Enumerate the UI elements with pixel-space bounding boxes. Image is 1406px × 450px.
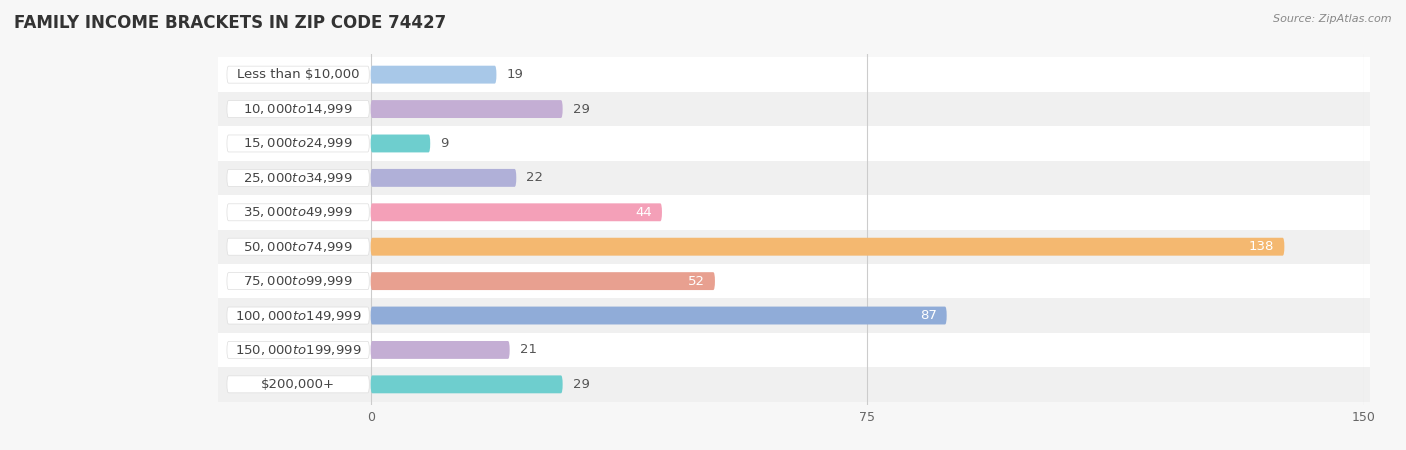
FancyBboxPatch shape — [371, 100, 562, 118]
FancyBboxPatch shape — [226, 238, 370, 255]
FancyBboxPatch shape — [218, 298, 1371, 333]
Text: 22: 22 — [526, 171, 543, 184]
FancyBboxPatch shape — [371, 341, 510, 359]
FancyBboxPatch shape — [218, 230, 1371, 264]
Text: $75,000 to $99,999: $75,000 to $99,999 — [243, 274, 353, 288]
Text: FAMILY INCOME BRACKETS IN ZIP CODE 74427: FAMILY INCOME BRACKETS IN ZIP CODE 74427 — [14, 14, 446, 32]
FancyBboxPatch shape — [226, 273, 370, 290]
FancyBboxPatch shape — [218, 195, 1371, 230]
Text: 29: 29 — [572, 378, 589, 391]
Text: 21: 21 — [520, 343, 537, 356]
FancyBboxPatch shape — [226, 66, 370, 83]
FancyBboxPatch shape — [218, 126, 1371, 161]
FancyBboxPatch shape — [371, 169, 516, 187]
Text: 138: 138 — [1249, 240, 1274, 253]
Text: 52: 52 — [688, 274, 704, 288]
Text: 29: 29 — [572, 103, 589, 116]
FancyBboxPatch shape — [371, 66, 496, 84]
Text: $200,000+: $200,000+ — [262, 378, 335, 391]
FancyBboxPatch shape — [218, 92, 1371, 126]
FancyBboxPatch shape — [218, 161, 1371, 195]
FancyBboxPatch shape — [218, 367, 1371, 401]
FancyBboxPatch shape — [371, 238, 1284, 256]
Text: $10,000 to $14,999: $10,000 to $14,999 — [243, 102, 353, 116]
FancyBboxPatch shape — [371, 203, 662, 221]
Text: $25,000 to $34,999: $25,000 to $34,999 — [243, 171, 353, 185]
FancyBboxPatch shape — [371, 375, 562, 393]
FancyBboxPatch shape — [371, 135, 430, 153]
FancyBboxPatch shape — [226, 204, 370, 221]
FancyBboxPatch shape — [371, 306, 946, 324]
Text: 87: 87 — [920, 309, 936, 322]
FancyBboxPatch shape — [226, 169, 370, 186]
FancyBboxPatch shape — [218, 333, 1371, 367]
Text: $50,000 to $74,999: $50,000 to $74,999 — [243, 240, 353, 254]
Text: 44: 44 — [636, 206, 652, 219]
Text: $150,000 to $199,999: $150,000 to $199,999 — [235, 343, 361, 357]
FancyBboxPatch shape — [226, 342, 370, 359]
FancyBboxPatch shape — [218, 58, 1371, 92]
Text: 19: 19 — [506, 68, 523, 81]
Text: 9: 9 — [440, 137, 449, 150]
FancyBboxPatch shape — [218, 264, 1371, 298]
Text: $35,000 to $49,999: $35,000 to $49,999 — [243, 205, 353, 219]
FancyBboxPatch shape — [226, 307, 370, 324]
Text: Source: ZipAtlas.com: Source: ZipAtlas.com — [1274, 14, 1392, 23]
FancyBboxPatch shape — [226, 376, 370, 393]
FancyBboxPatch shape — [226, 135, 370, 152]
Text: Less than $10,000: Less than $10,000 — [236, 68, 360, 81]
Text: $15,000 to $24,999: $15,000 to $24,999 — [243, 136, 353, 150]
Text: $100,000 to $149,999: $100,000 to $149,999 — [235, 309, 361, 323]
FancyBboxPatch shape — [226, 100, 370, 117]
FancyBboxPatch shape — [371, 272, 714, 290]
